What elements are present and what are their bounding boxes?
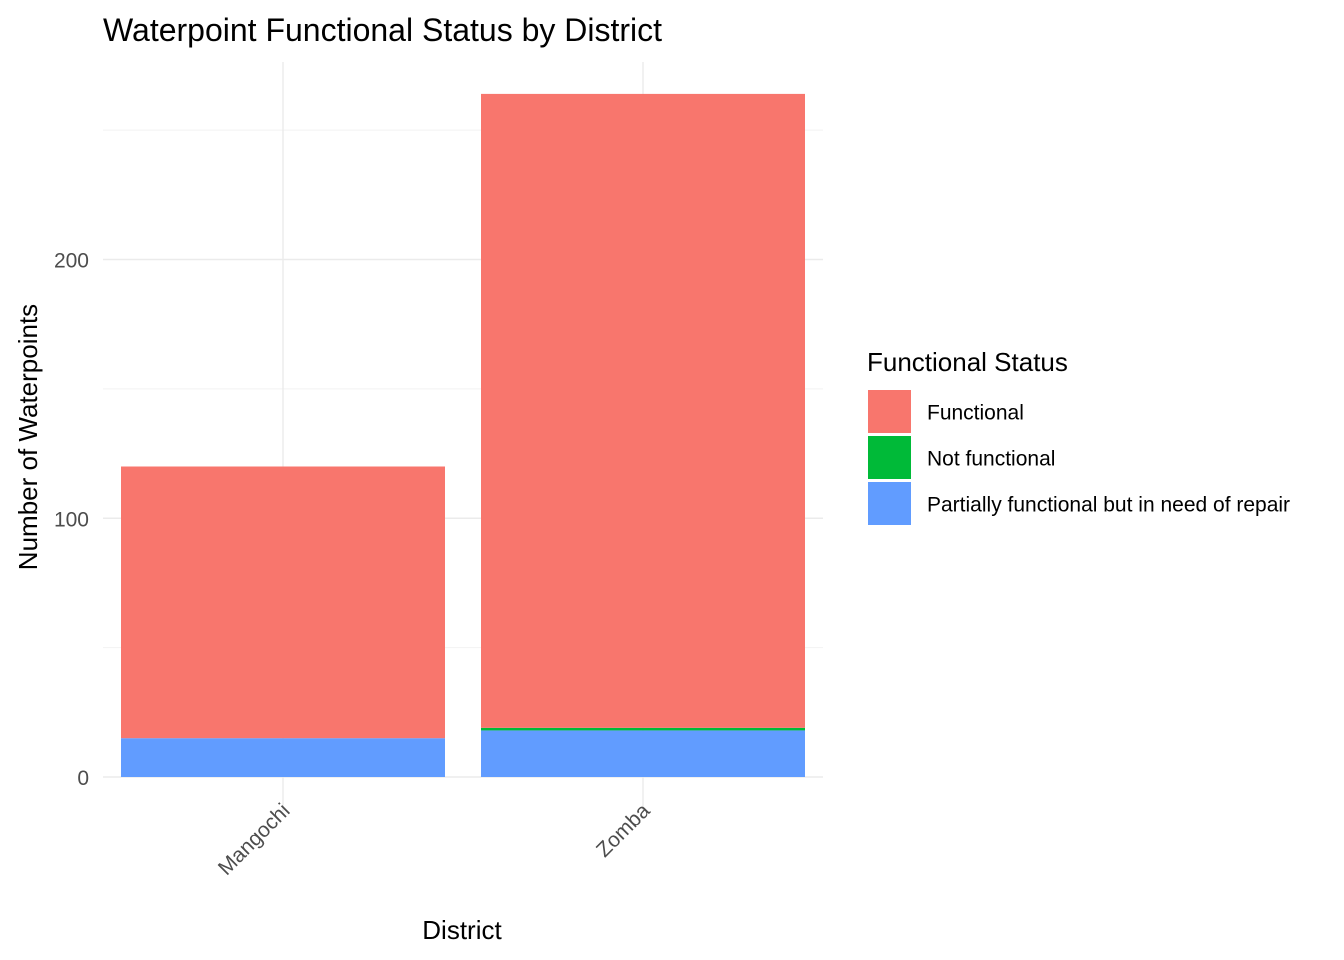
x-axis-ticks: Mangochi Zomba (214, 799, 655, 880)
legend-label: Functional (927, 402, 1024, 425)
y-axis-ticks: 0 100 200 (54, 250, 89, 791)
y-tick-label: 200 (54, 250, 89, 273)
legend-key (868, 436, 911, 479)
legend-label: Partially functional but in need of repa… (927, 494, 1290, 517)
y-axis-title: Number of Waterpoints (13, 304, 43, 570)
legend-key (868, 482, 911, 525)
y-tick-label: 0 (77, 767, 89, 790)
x-axis-title: District (422, 915, 502, 945)
x-tick-label: Zomba (592, 799, 655, 862)
bar-segment (121, 466, 445, 739)
bar-segment (121, 738, 445, 777)
bar-segment (481, 727, 805, 731)
legend-label: Not functional (927, 448, 1055, 471)
legend-key (868, 390, 911, 433)
legend-title: Functional Status (867, 347, 1068, 377)
chart-title: Waterpoint Functional Status by District (103, 12, 662, 48)
bar-segment (481, 730, 805, 777)
x-tick-label: Mangochi (214, 799, 295, 880)
y-tick-label: 100 (54, 508, 89, 531)
bars (121, 93, 805, 777)
bar-segment (481, 93, 805, 728)
legend: Functional Status Functional Not function… (867, 347, 1290, 525)
